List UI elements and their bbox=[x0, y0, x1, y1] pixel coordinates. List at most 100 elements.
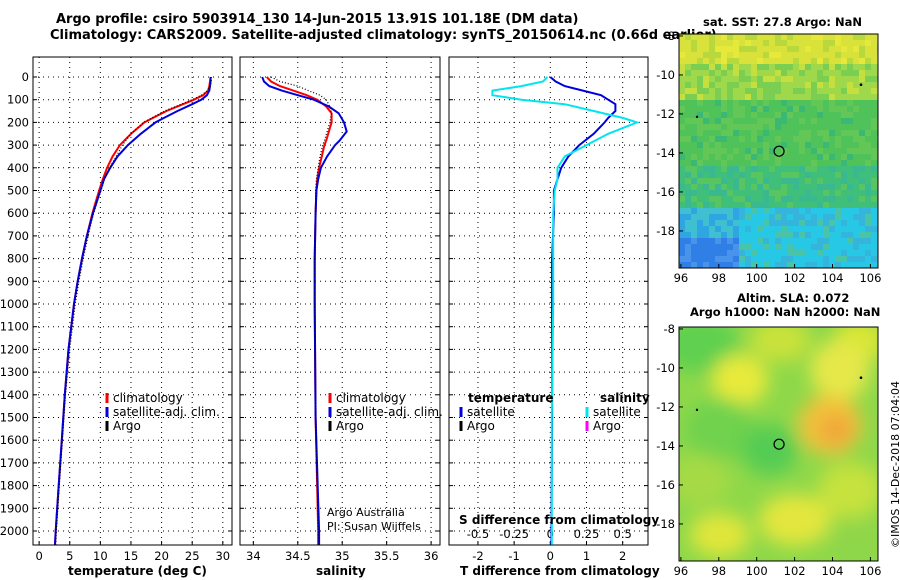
sst-map-cell bbox=[823, 172, 829, 178]
sst-map-cell bbox=[793, 148, 799, 154]
sst-map-cell bbox=[835, 130, 841, 136]
temperature-ytick-label: 500 bbox=[7, 184, 29, 198]
sst-map-cell bbox=[793, 250, 799, 256]
sst-map-cell bbox=[811, 130, 817, 136]
sst-map-cell bbox=[811, 220, 817, 226]
sst-map-cell bbox=[757, 208, 763, 214]
sst-map-cell bbox=[823, 52, 829, 58]
sst-map-cell bbox=[715, 220, 721, 226]
sst-map-cell bbox=[799, 40, 805, 46]
sst-map-cell bbox=[817, 196, 823, 202]
sst-map-cell bbox=[829, 148, 835, 154]
sst-map-cell bbox=[709, 196, 715, 202]
temperature-ytick-label: 1600 bbox=[0, 433, 29, 447]
sst-map-cell bbox=[769, 64, 775, 70]
sst-map-cell bbox=[841, 250, 847, 256]
sst-map-cell bbox=[853, 226, 859, 232]
sst-map-cell bbox=[751, 250, 757, 256]
sst-map-cell bbox=[685, 214, 691, 220]
sst-map-cell bbox=[763, 112, 769, 118]
sst-map-cell bbox=[751, 184, 757, 190]
sst-map-cell bbox=[709, 58, 715, 64]
sst-map-cell bbox=[841, 40, 847, 46]
sst-map-cell bbox=[751, 142, 757, 148]
sst-map-cell bbox=[709, 160, 715, 166]
sst-map-cell bbox=[679, 82, 685, 88]
sst-map-cell bbox=[757, 214, 763, 220]
sst-map-cell bbox=[769, 196, 775, 202]
sst-map-cell bbox=[775, 160, 781, 166]
sst-map-cell bbox=[793, 76, 799, 82]
sst-map-cell bbox=[823, 262, 829, 268]
sst-map-cell bbox=[727, 82, 733, 88]
sst-map-cell bbox=[691, 46, 697, 52]
sst-map-cell bbox=[721, 58, 727, 64]
sst-map-cell bbox=[733, 250, 739, 256]
sst-map-cell bbox=[733, 226, 739, 232]
sst-map-cell bbox=[691, 148, 697, 154]
sst-map-cell bbox=[697, 70, 703, 76]
sst-map-cell bbox=[739, 124, 745, 130]
sst-map-cell bbox=[757, 184, 763, 190]
sst-map-cell bbox=[829, 220, 835, 226]
sst-map-cell bbox=[805, 76, 811, 82]
sst-map-cell bbox=[847, 82, 853, 88]
sst-map-cell bbox=[721, 256, 727, 262]
sst-map-cell bbox=[703, 136, 709, 142]
sst-map-cell bbox=[745, 202, 751, 208]
sst-map-cell bbox=[727, 52, 733, 58]
sst-map-cell bbox=[715, 40, 721, 46]
sst-map-cell bbox=[709, 226, 715, 232]
difference-legend-title-temperature: temperature bbox=[468, 391, 553, 405]
sst-map-cell bbox=[871, 238, 877, 244]
sst-map-cell bbox=[685, 58, 691, 64]
temperature-xtick-label: 10 bbox=[93, 549, 108, 563]
sst-map-cell bbox=[805, 136, 811, 142]
sst-map-cell bbox=[769, 220, 775, 226]
sst-map-cell bbox=[763, 160, 769, 166]
sst-map-cell bbox=[685, 118, 691, 124]
sst-map-cell bbox=[703, 40, 709, 46]
sst-map-cell bbox=[799, 70, 805, 76]
sst-map-cell bbox=[721, 52, 727, 58]
sst-map-cell bbox=[721, 166, 727, 172]
sst-map-cell bbox=[823, 154, 829, 160]
sst-map-cell bbox=[739, 232, 745, 238]
sst-map-cell bbox=[781, 136, 787, 142]
sst-map-cell bbox=[871, 88, 877, 94]
sst-map-cell bbox=[709, 184, 715, 190]
sst-map-cell bbox=[739, 34, 745, 40]
sst-map-cell bbox=[865, 238, 871, 244]
sst-map-cell bbox=[787, 118, 793, 124]
sst-map-cell bbox=[841, 136, 847, 142]
sst-map-cell bbox=[775, 196, 781, 202]
temperature-legend-label: climatology bbox=[113, 391, 183, 405]
sst-map-cell bbox=[847, 136, 853, 142]
sla-map-xtick-label: 106 bbox=[859, 564, 881, 578]
sst-map-cell bbox=[865, 244, 871, 250]
sst-map-xtick-label: 100 bbox=[746, 271, 768, 285]
sst-map-cell bbox=[805, 52, 811, 58]
sst-map-cell bbox=[703, 52, 709, 58]
sst-map-cell bbox=[697, 130, 703, 136]
sst-map-cell bbox=[679, 238, 685, 244]
sst-map-cell bbox=[691, 136, 697, 142]
difference-series-temperature-satellite bbox=[549, 76, 617, 545]
sst-map-cell bbox=[751, 220, 757, 226]
sst-map-cell bbox=[763, 64, 769, 70]
sst-map-cell bbox=[691, 184, 697, 190]
sst-map-cell bbox=[733, 112, 739, 118]
sst-map-cell bbox=[799, 250, 805, 256]
sst-map-cell bbox=[781, 196, 787, 202]
sst-map-cell bbox=[805, 142, 811, 148]
sst-map-cell bbox=[787, 46, 793, 52]
sst-map-cell bbox=[787, 124, 793, 130]
sst-map-cell bbox=[715, 58, 721, 64]
sst-map-cell bbox=[715, 100, 721, 106]
sst-map-cell bbox=[811, 172, 817, 178]
sst-map-cell bbox=[757, 46, 763, 52]
sst-map-cell bbox=[691, 70, 697, 76]
sst-map-cell bbox=[733, 88, 739, 94]
sst-map-cell bbox=[727, 172, 733, 178]
